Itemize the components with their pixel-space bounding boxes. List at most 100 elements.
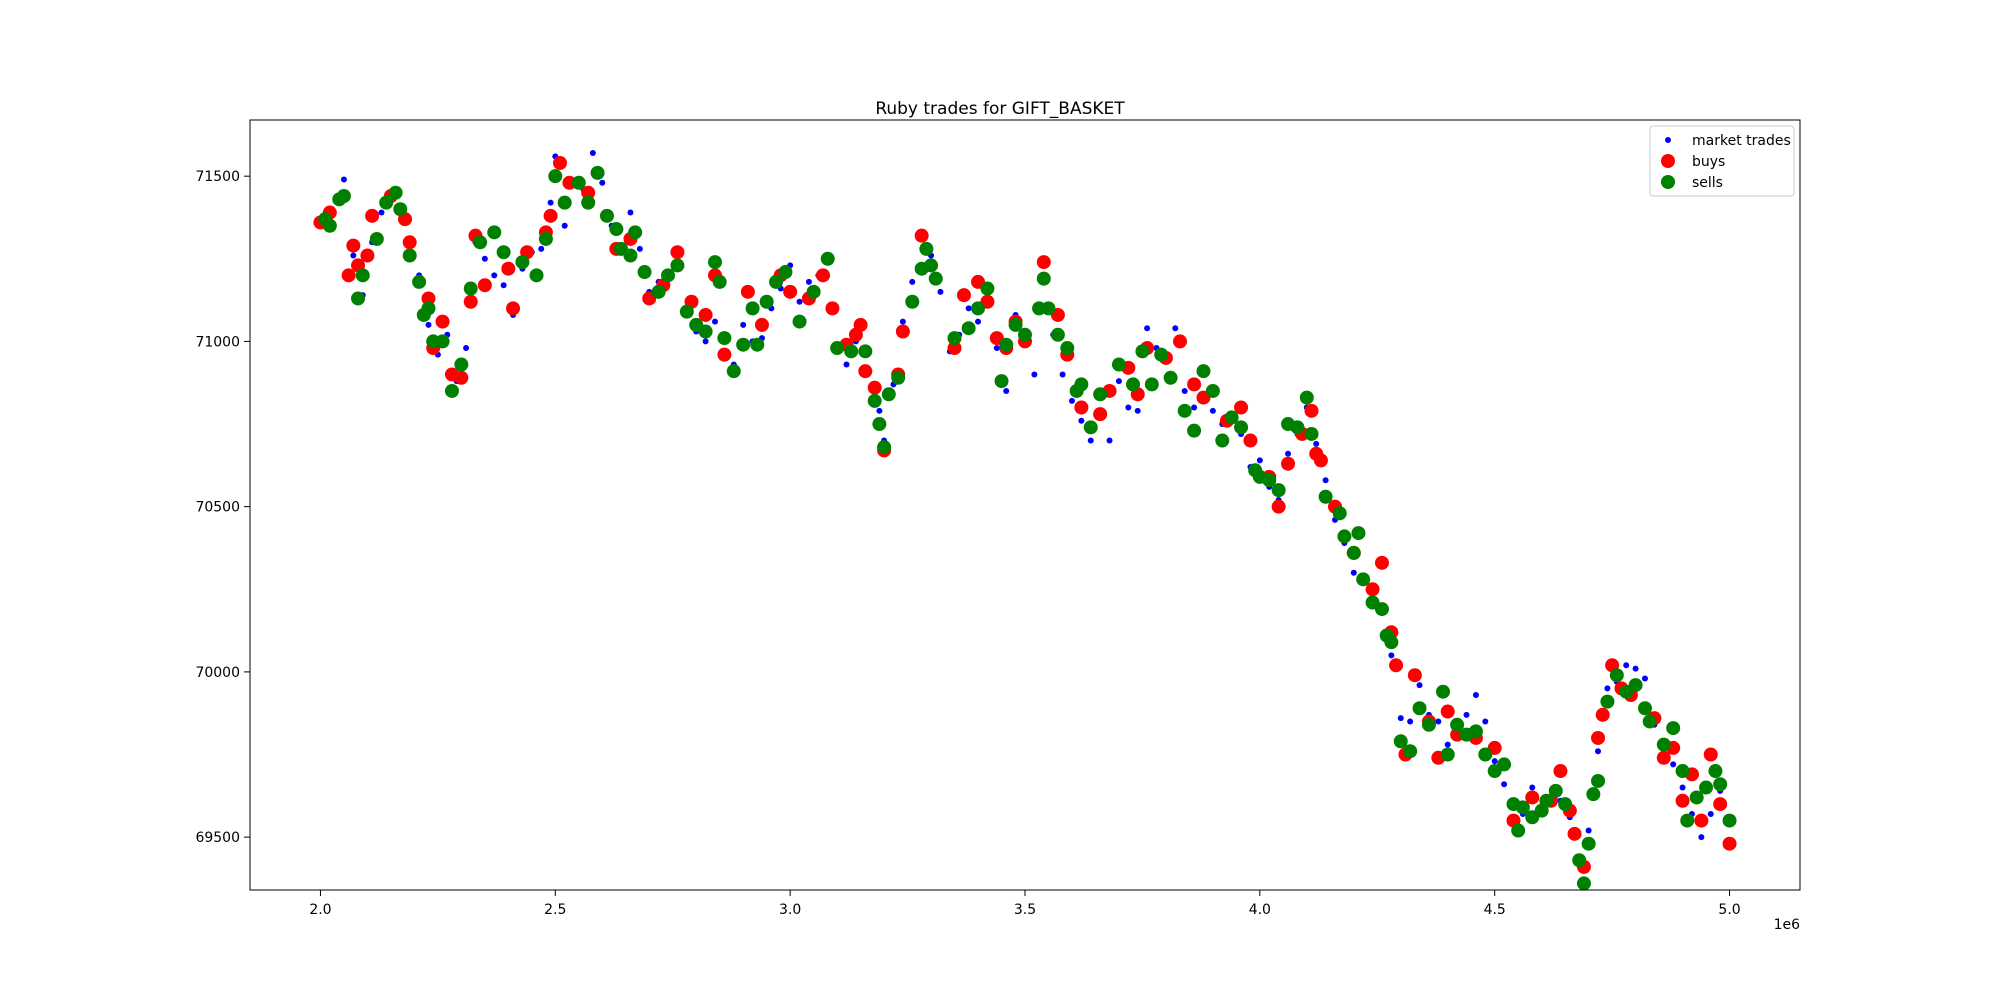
- buy-point: [858, 364, 873, 379]
- sell-point: [1638, 701, 1652, 716]
- market-trade-point: [538, 245, 545, 252]
- market-trade-point: [1642, 675, 1648, 682]
- sell-point: [736, 337, 751, 352]
- buy-point: [1675, 793, 1690, 808]
- sell-point: [1539, 793, 1554, 808]
- sell-point: [388, 185, 403, 200]
- sell-point: [557, 195, 572, 210]
- market-trade-point: [1313, 440, 1320, 447]
- sell-point: [487, 225, 502, 240]
- sell-point: [1468, 724, 1483, 739]
- x-tick-label: 4.5: [1484, 902, 1506, 918]
- sell-point: [1699, 780, 1714, 795]
- sell-point: [355, 268, 370, 283]
- market-trade-point: [599, 179, 606, 186]
- buy-point: [1374, 555, 1389, 570]
- sell-point: [1666, 721, 1681, 736]
- market-trade-point: [1106, 437, 1113, 444]
- legend: market trades buys sells: [1649, 125, 1795, 197]
- market-trade-point: [1285, 450, 1292, 457]
- sell-point: [1548, 783, 1563, 798]
- sell-point: [435, 334, 450, 349]
- sell-point: [1576, 876, 1591, 891]
- sell-point: [872, 417, 887, 432]
- buy-point: [454, 370, 469, 385]
- sell-point: [806, 284, 821, 299]
- market-trade-point: [1125, 404, 1132, 411]
- market-trade-point: [712, 318, 718, 325]
- buy-point: [435, 314, 450, 329]
- x-tick-label: 4.0: [1249, 902, 1271, 918]
- sell-point: [651, 284, 666, 299]
- market-trade-point: [1134, 407, 1141, 414]
- sell-point: [1440, 747, 1455, 762]
- sell-point: [1083, 420, 1098, 435]
- sell-point: [609, 222, 624, 237]
- market-trade-point: [1435, 718, 1442, 725]
- sell-point: [1215, 433, 1230, 448]
- buy-point: [783, 284, 798, 299]
- buy-point: [506, 301, 521, 316]
- buy-point: [1703, 747, 1718, 762]
- sell-point: [1346, 545, 1361, 560]
- market-trade-point: [1209, 407, 1216, 414]
- buy-point: [1440, 704, 1455, 719]
- buy-point: [402, 235, 417, 250]
- market-trade-point: [843, 361, 850, 368]
- sell-point: [769, 274, 784, 289]
- sell-point: [402, 248, 417, 263]
- buy-point: [698, 307, 713, 322]
- market-trade-point: [805, 278, 812, 285]
- buy-point: [825, 301, 840, 316]
- y-tick-label: 71000: [195, 334, 240, 350]
- buy-point: [914, 228, 929, 243]
- buy-point: [1304, 403, 1319, 418]
- sell-point: [1675, 764, 1690, 779]
- market-trade-point: [500, 282, 507, 289]
- market-trade-point: [1595, 748, 1602, 755]
- market-trade-point: [636, 245, 643, 252]
- sell-point: [1196, 364, 1211, 379]
- sell-point: [1036, 271, 1051, 286]
- x-tick-label: 3.0: [779, 902, 801, 918]
- market-trade-point: [547, 199, 554, 206]
- market-trade-point: [1256, 457, 1263, 464]
- y-tick-label: 70500: [195, 500, 240, 516]
- x-tick-label: 2.5: [544, 902, 566, 918]
- legend-entry-label: buys: [1692, 154, 1725, 170]
- sell-point: [919, 241, 934, 256]
- sell-point: [1656, 737, 1671, 752]
- buy-point: [1722, 836, 1737, 851]
- sell-point: [1290, 420, 1305, 435]
- sell-point: [1205, 383, 1220, 398]
- market-trade-point: [1031, 371, 1038, 378]
- sell-point: [1374, 602, 1389, 617]
- y-tick-label: 69500: [195, 830, 240, 846]
- market-trade-point: [937, 288, 944, 295]
- sell-point: [759, 294, 774, 309]
- sell-point: [858, 344, 873, 359]
- sell-point: [1591, 773, 1606, 788]
- sell-point: [971, 301, 986, 316]
- market-trade-point: [1604, 685, 1611, 692]
- buy-point: [670, 245, 685, 260]
- market-trade-point: [1078, 417, 1085, 424]
- sell-point: [379, 195, 394, 210]
- buy-point: [1093, 407, 1108, 422]
- sell-point: [1187, 423, 1202, 438]
- market-trade-point: [1059, 371, 1066, 378]
- sell-point: [581, 195, 596, 210]
- sell-point: [1262, 473, 1277, 488]
- sell-point: [393, 202, 408, 217]
- sell-point: [726, 364, 741, 379]
- buy-point: [1525, 790, 1540, 805]
- sell-point: [750, 337, 765, 352]
- market-trade-point: [740, 321, 747, 328]
- sell-point: [1337, 529, 1352, 544]
- sell-point: [590, 165, 605, 180]
- market-trade-point: [1388, 652, 1395, 659]
- sell-point: [1708, 764, 1723, 779]
- buy-point: [1313, 453, 1328, 468]
- sell-point: [515, 255, 530, 270]
